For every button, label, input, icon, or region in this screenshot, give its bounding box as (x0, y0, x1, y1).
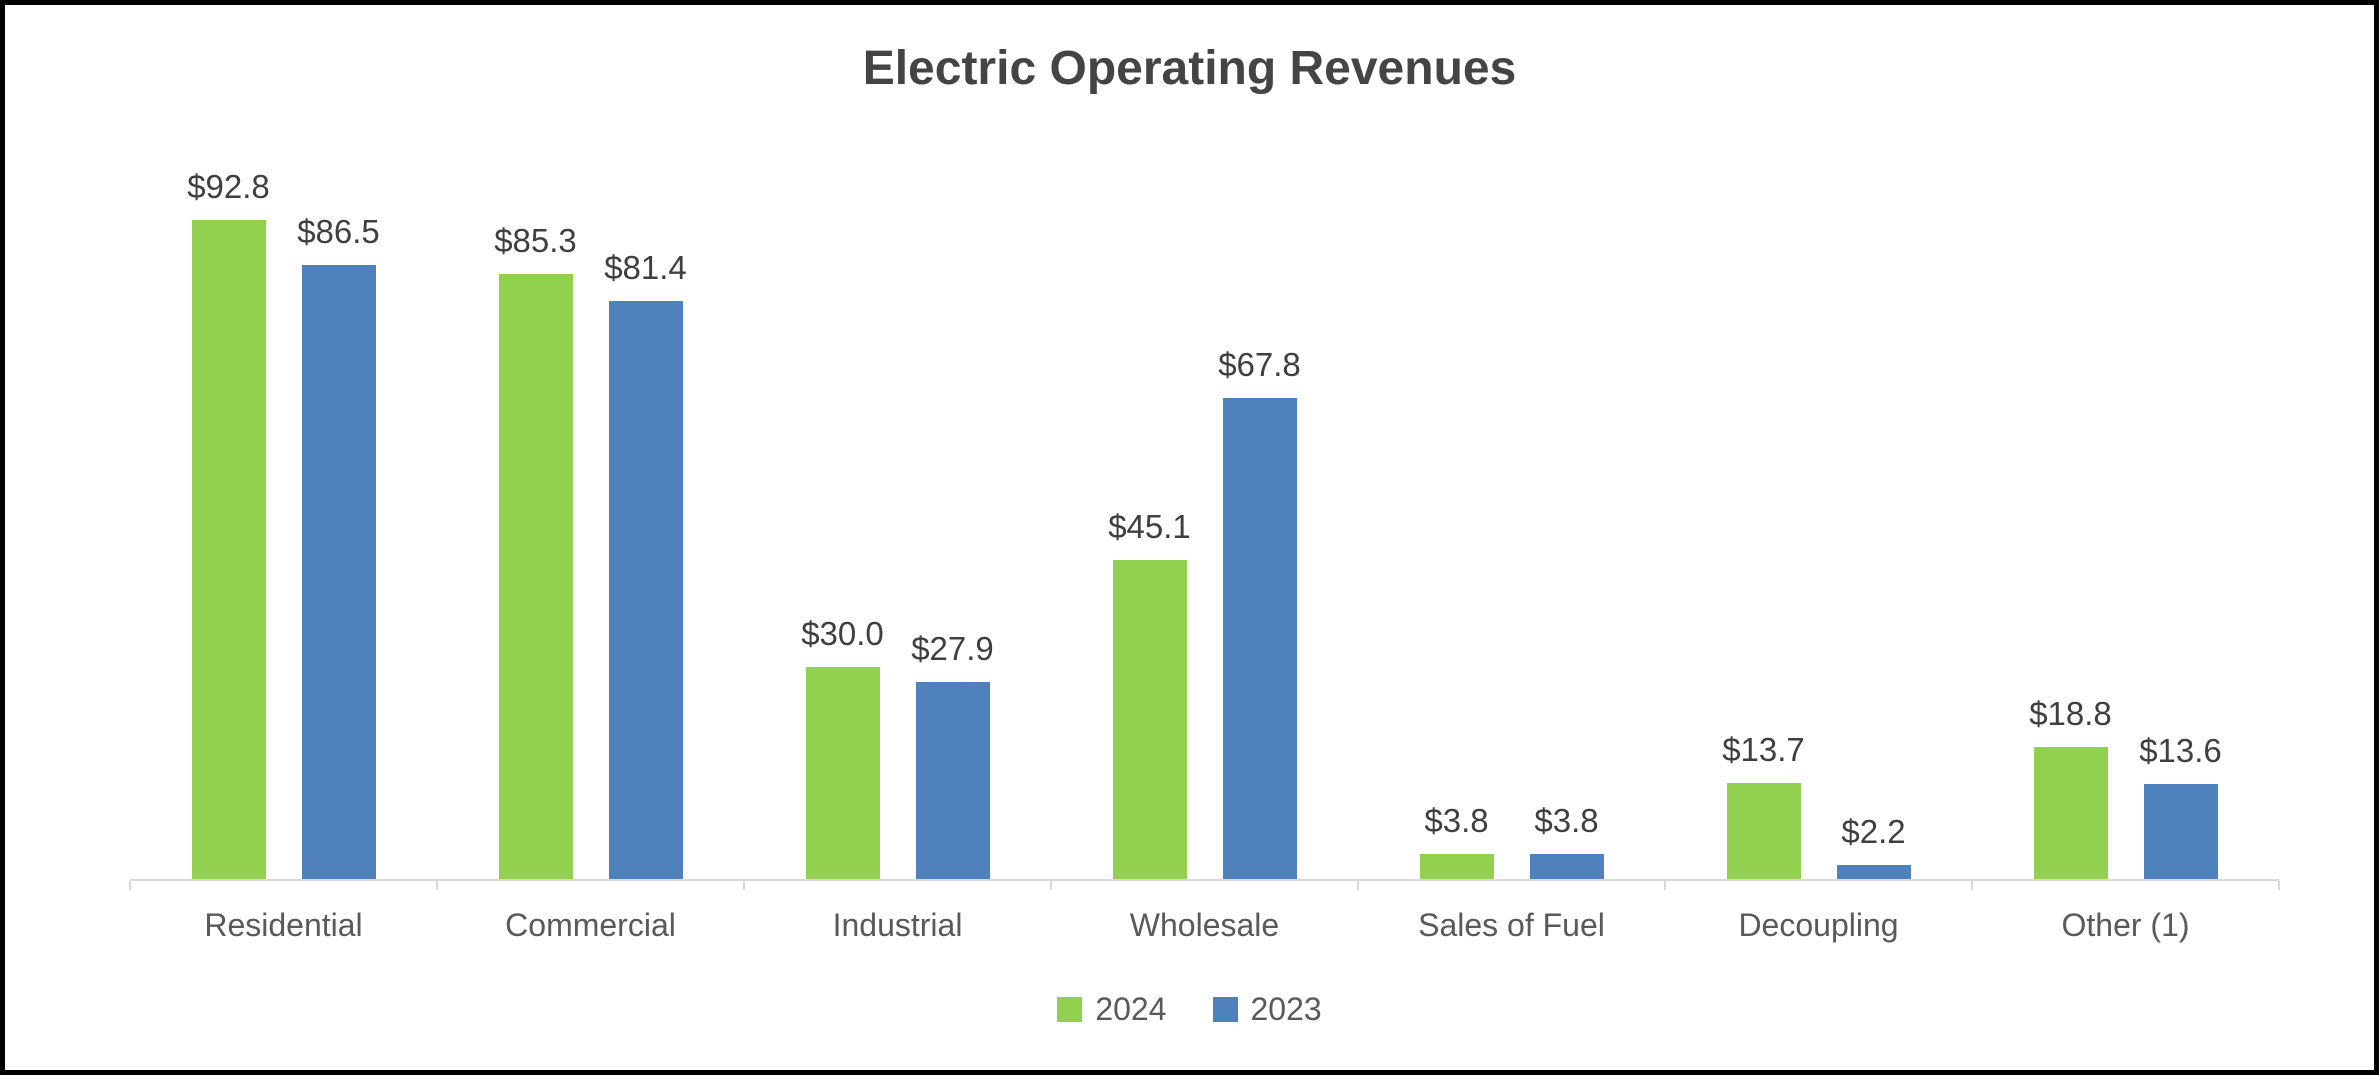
category-label-sales-of-fuel: Sales of Fuel (1418, 907, 1605, 943)
data-label-2024-commercial: $85.3 (494, 221, 577, 259)
data-label-2024-residential: $92.8 (187, 168, 270, 206)
axis-tick (129, 881, 131, 890)
axis-tick (2278, 881, 2280, 890)
category-axis-labels: Residential Commercial Industrial Wholesale… (130, 907, 2279, 944)
bar-2024-residential: $92.8 (187, 168, 270, 881)
plot-area: $92.8 $86.5 $85.3 $81.4 $30.0 $27.9 $45.1 $67.8… (130, 168, 2279, 881)
data-label-2023-decoupling: $2.2 (1841, 813, 1906, 851)
data-label-2024-wholesale: $45.1 (1108, 507, 1191, 545)
category-label-other-1: Other (1) (2061, 907, 2190, 943)
bar-2023-decoupling: $2.2 (1836, 813, 1911, 881)
legend-entry-2023: 2023 (1212, 991, 1322, 1028)
axis-tick (742, 881, 745, 890)
category-label-wholesale: Wholesale (1129, 907, 1280, 943)
bar-2024-industrial: $30.0 (801, 615, 884, 881)
category-label-residential: Residential (204, 907, 363, 943)
category-group-wholesale: $45.1 $67.8 (1051, 169, 1358, 881)
data-label-2023-industrial: $27.9 (911, 630, 994, 668)
category-group-sales-of-fuel: $3.8 $3.8 (1358, 169, 1665, 881)
category-label-commercial: Commercial (505, 907, 676, 943)
bar-2023-sales-of-fuel: $3.8 (1529, 802, 1604, 881)
category-group-industrial: $30.0 $27.9 (744, 169, 1051, 881)
axis-tick (1050, 881, 1052, 890)
axis-tick (1971, 881, 1973, 890)
category-group-residential: $92.8 $86.5 (130, 168, 437, 881)
category-label-industrial: Industrial (832, 907, 963, 943)
bar-2023-wholesale: $67.8 (1218, 346, 1301, 881)
data-label-2023-sales-of-fuel: $3.8 (1534, 801, 1599, 839)
chart-title: Electric Operating Revenues (862, 42, 1517, 95)
bar-2024-commercial: $85.3 (494, 222, 577, 881)
bar-2024-wholesale: $45.1 (1108, 508, 1191, 881)
legend: 2024 2023 (5, 991, 2374, 1028)
data-label-2023-wholesale: $67.8 (1218, 346, 1301, 384)
data-label-2024-decoupling: $13.7 (1722, 731, 1805, 769)
data-label-2023-residential: $86.5 (297, 213, 380, 251)
bar-2023-commercial: $81.4 (604, 249, 687, 881)
axis-tick (1356, 881, 1359, 890)
legend-swatch-2024 (1057, 997, 1083, 1022)
bar-2024-decoupling: $13.7 (1722, 731, 1805, 881)
category-label-decoupling: Decoupling (1738, 907, 1899, 943)
legend-label-2024: 2024 (1095, 991, 1167, 1027)
legend-entry-2024: 2024 (1057, 991, 1167, 1028)
category-group-commercial: $85.3 $81.4 (437, 169, 744, 881)
x-axis-line (129, 879, 2280, 890)
bar-2024-sales-of-fuel: $3.8 (1419, 802, 1494, 881)
axis-tick (435, 881, 438, 890)
data-label-2023-commercial: $81.4 (604, 249, 687, 287)
category-group-other-1: $18.8 $13.6 (1972, 169, 2279, 881)
data-label-2024-other-1: $18.8 (2029, 695, 2112, 733)
category-group-decoupling: $13.7 $2.2 (1665, 169, 1972, 881)
legend-swatch-2023 (1212, 997, 1238, 1022)
legend-label-2023: 2023 (1250, 991, 1322, 1027)
data-label-2023-other-1: $13.6 (2139, 732, 2222, 770)
bar-2024-other-1: $18.8 (2029, 695, 2112, 881)
axis-tick (1664, 881, 1666, 890)
bar-2023-residential: $86.5 (297, 213, 380, 881)
bar-2023-other-1: $13.6 (2139, 732, 2222, 881)
bar-2023-industrial: $27.9 (911, 630, 994, 881)
data-label-2024-sales-of-fuel: $3.8 (1424, 801, 1489, 839)
data-label-2024-industrial: $30.0 (801, 615, 884, 653)
